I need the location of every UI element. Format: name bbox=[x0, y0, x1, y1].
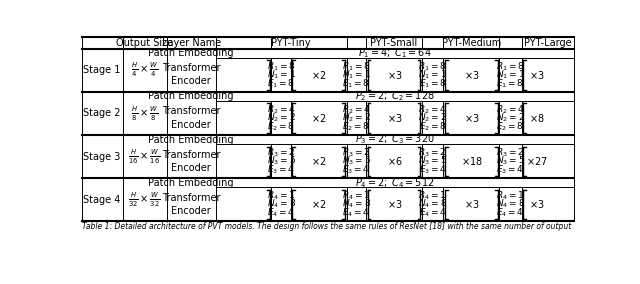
Text: $R_4 = 1$: $R_4 = 1$ bbox=[419, 189, 447, 202]
Text: $E_3 = 4$: $E_3 = 4$ bbox=[342, 163, 371, 176]
Text: $N_1 = 1$: $N_1 = 1$ bbox=[267, 69, 296, 81]
Text: $E_4 = 4$: $E_4 = 4$ bbox=[342, 206, 371, 219]
Text: Patch Embedding: Patch Embedding bbox=[148, 48, 234, 58]
Text: $P_2 = 2;\;  C_2 = 128$: $P_2 = 2;\; C_2 = 128$ bbox=[355, 89, 435, 103]
Text: $\times 3$: $\times 3$ bbox=[464, 112, 479, 124]
Text: $\times 3$: $\times 3$ bbox=[387, 112, 403, 124]
Text: $E_4 = 4$: $E_4 = 4$ bbox=[419, 206, 447, 219]
Text: $R_3 = 2$: $R_3 = 2$ bbox=[342, 147, 371, 159]
Text: $\times 27$: $\times 27$ bbox=[526, 155, 548, 167]
Text: $R_3 = 2$: $R_3 = 2$ bbox=[419, 147, 447, 159]
Text: $N_1 = 1$: $N_1 = 1$ bbox=[418, 69, 447, 81]
Text: PYT-Small: PYT-Small bbox=[371, 38, 417, 48]
Text: $R_3 = 2$: $R_3 = 2$ bbox=[497, 147, 525, 159]
Text: Transformer
Encoder: Transformer Encoder bbox=[162, 150, 220, 173]
Text: Transformer
Encoder: Transformer Encoder bbox=[162, 63, 220, 87]
Text: Transformer
Encoder: Transformer Encoder bbox=[162, 106, 220, 130]
Text: Stage 1: Stage 1 bbox=[83, 65, 121, 75]
Text: $\times 3$: $\times 3$ bbox=[464, 69, 479, 81]
Text: $N_3 = 5$: $N_3 = 5$ bbox=[418, 155, 447, 167]
Text: PYT-Large: PYT-Large bbox=[524, 38, 572, 48]
Text: $N_2 = 2$: $N_2 = 2$ bbox=[342, 112, 371, 124]
Text: Transformer
Encoder: Transformer Encoder bbox=[162, 193, 220, 216]
Text: $\times 8$: $\times 8$ bbox=[529, 112, 545, 124]
Text: Stage 3: Stage 3 bbox=[83, 151, 121, 162]
Text: $N_2 = 2$: $N_2 = 2$ bbox=[496, 112, 525, 124]
Text: Patch Embedding: Patch Embedding bbox=[148, 135, 234, 145]
Text: $N_1 = 1$: $N_1 = 1$ bbox=[496, 69, 525, 81]
Text: $\frac{H}{32} \times \frac{W}{32}$: $\frac{H}{32} \times \frac{W}{32}$ bbox=[129, 191, 161, 209]
Text: $N_3 = 5$: $N_3 = 5$ bbox=[496, 155, 525, 167]
Text: $N_2 = 2$: $N_2 = 2$ bbox=[418, 112, 447, 124]
Text: $R_2 = 4$: $R_2 = 4$ bbox=[496, 103, 525, 116]
Text: $E_1 = 8$: $E_1 = 8$ bbox=[342, 77, 371, 90]
Text: $E_2 = 8$: $E_2 = 8$ bbox=[497, 120, 525, 133]
Text: $E_3 = 4$: $E_3 = 4$ bbox=[267, 163, 295, 176]
Text: PYT-Medium: PYT-Medium bbox=[442, 38, 501, 48]
Text: $E_4 = 4$: $E_4 = 4$ bbox=[267, 206, 295, 219]
Text: $N_4 = 8$: $N_4 = 8$ bbox=[266, 198, 296, 210]
Text: $\times 2$: $\times 2$ bbox=[311, 112, 326, 124]
Text: $N_4 = 8$: $N_4 = 8$ bbox=[418, 198, 447, 210]
Text: $\times 2$: $\times 2$ bbox=[311, 69, 326, 81]
Text: $\times 3$: $\times 3$ bbox=[464, 198, 479, 210]
Text: $\times 3$: $\times 3$ bbox=[529, 69, 545, 81]
Text: $R_2 = 4$: $R_2 = 4$ bbox=[419, 103, 447, 116]
Text: $P_1 = 4;\;  C_1 = 64$: $P_1 = 4;\; C_1 = 64$ bbox=[358, 46, 432, 60]
Text: $N_4 = 8$: $N_4 = 8$ bbox=[496, 198, 525, 210]
Text: $E_2 = 8$: $E_2 = 8$ bbox=[342, 120, 371, 133]
Text: $R_1 = 8$: $R_1 = 8$ bbox=[419, 60, 447, 73]
Text: $\times 6$: $\times 6$ bbox=[387, 155, 403, 167]
Text: $N_2 = 2$: $N_2 = 2$ bbox=[267, 112, 296, 124]
Text: $\frac{H}{4} \times \frac{W}{4}$: $\frac{H}{4} \times \frac{W}{4}$ bbox=[131, 61, 158, 80]
Text: $\frac{H}{8} \times \frac{W}{8}$: $\frac{H}{8} \times \frac{W}{8}$ bbox=[131, 104, 158, 122]
Text: $N_3 = 5$: $N_3 = 5$ bbox=[267, 155, 296, 167]
Text: $R_4 = 1$: $R_4 = 1$ bbox=[267, 189, 296, 202]
Text: $N_4 = 8$: $N_4 = 8$ bbox=[342, 198, 371, 210]
Text: $R_1 = 8$: $R_1 = 8$ bbox=[496, 60, 525, 73]
Text: $N_3 = 5$: $N_3 = 5$ bbox=[342, 155, 371, 167]
Text: $R_1 = 8$: $R_1 = 8$ bbox=[342, 60, 371, 73]
Text: $\times 2$: $\times 2$ bbox=[311, 198, 326, 210]
Text: $\times 3$: $\times 3$ bbox=[387, 198, 403, 210]
Text: $P_3 = 2;\;  C_3 = 320$: $P_3 = 2;\; C_3 = 320$ bbox=[355, 133, 435, 147]
Text: $E_3 = 4$: $E_3 = 4$ bbox=[419, 163, 447, 176]
Text: $P_4 = 2;\;  C_4 = 512$: $P_4 = 2;\; C_4 = 512$ bbox=[355, 176, 435, 190]
Text: $E_4 = 4$: $E_4 = 4$ bbox=[497, 206, 525, 219]
Text: $R_4 = 1$: $R_4 = 1$ bbox=[496, 189, 525, 202]
Text: $\times 18$: $\times 18$ bbox=[461, 155, 483, 167]
Text: Patch Embedding: Patch Embedding bbox=[148, 178, 234, 188]
Text: $R_2 = 4$: $R_2 = 4$ bbox=[267, 103, 296, 116]
Text: $E_2 = 8$: $E_2 = 8$ bbox=[267, 120, 295, 133]
Text: $E_2 = 8$: $E_2 = 8$ bbox=[419, 120, 447, 133]
Text: PYT-Tiny: PYT-Tiny bbox=[271, 38, 310, 48]
Text: $N_1 = 1$: $N_1 = 1$ bbox=[342, 69, 371, 81]
Text: $\times 2$: $\times 2$ bbox=[311, 155, 326, 167]
Text: Stage 4: Stage 4 bbox=[83, 195, 121, 205]
Text: $E_1 = 8$: $E_1 = 8$ bbox=[419, 77, 447, 90]
Text: $\times 3$: $\times 3$ bbox=[387, 69, 403, 81]
Text: $\frac{H}{16} \times \frac{W}{16}$: $\frac{H}{16} \times \frac{W}{16}$ bbox=[129, 147, 161, 166]
Text: $R_3 = 2$: $R_3 = 2$ bbox=[267, 147, 295, 159]
Text: $\times 3$: $\times 3$ bbox=[529, 198, 545, 210]
Text: $E_3 = 4$: $E_3 = 4$ bbox=[497, 163, 525, 176]
Text: $R_4 = 1$: $R_4 = 1$ bbox=[342, 189, 371, 202]
Text: Output Size: Output Size bbox=[116, 38, 173, 48]
Text: $E_1 = 8$: $E_1 = 8$ bbox=[267, 77, 295, 90]
Text: Layer Name: Layer Name bbox=[161, 38, 221, 48]
Text: $E_1 = 8$: $E_1 = 8$ bbox=[497, 77, 525, 90]
Text: Table 1: Detailed architecture of PVT models. The design follows the same rules : Table 1: Detailed architecture of PVT mo… bbox=[81, 222, 571, 231]
Text: Patch Embedding: Patch Embedding bbox=[148, 91, 234, 101]
Text: $R_1 = 8$: $R_1 = 8$ bbox=[267, 60, 296, 73]
Text: $R_2 = 4$: $R_2 = 4$ bbox=[342, 103, 371, 116]
Text: Stage 2: Stage 2 bbox=[83, 108, 121, 118]
